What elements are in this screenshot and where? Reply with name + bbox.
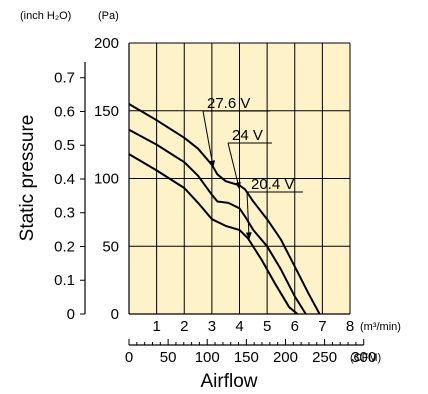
series-label-1: 24 V — [232, 127, 263, 144]
x-tick-cfm-250: 250 — [312, 349, 337, 366]
x-tick-m3min-1: 1 — [152, 318, 160, 335]
x-unit-cfm: (CFM) — [350, 352, 381, 364]
x-tick-cfm-200: 200 — [273, 349, 298, 366]
x-unit-m3min: (m³/min) — [360, 321, 401, 333]
y-tick-pa-200: 200 — [94, 35, 119, 52]
x-tick-cfm-50: 50 — [160, 349, 177, 366]
y-unit-pa: (Pa) — [98, 10, 119, 22]
y-tick-inch-0.2: 0.2 — [54, 238, 75, 255]
series-label-arrow-0 — [209, 160, 215, 168]
y-tick-inch-0.1: 0.1 — [54, 272, 75, 289]
x-tick-cfm-150: 150 — [234, 349, 259, 366]
x-tick-cfm-300: 300 — [351, 349, 376, 366]
y-tick-pa-0: 0 — [111, 306, 119, 323]
y-tick-inch-0.7: 0.7 — [54, 70, 75, 87]
x-tick-m3min-5: 5 — [263, 318, 271, 335]
x-tick-m3min-4: 4 — [235, 318, 243, 335]
x-tick-m3min-8: 8 — [346, 318, 354, 335]
series-label-2: 20.4 V — [251, 176, 294, 193]
series-line-2 — [128, 153, 299, 315]
x-tick-m3min-6: 6 — [291, 318, 299, 335]
x-tick-cfm-100: 100 — [195, 349, 220, 366]
tick-labels: 0 50 100 150 200 0 0.1 0.2 0.3 0.4 0.5 0.6 0.7 1 2 3 4 5 6… — [54, 35, 376, 366]
x-tick-m3min-3: 3 — [208, 318, 216, 335]
y-tick-inch-0.4: 0.4 — [54, 171, 75, 188]
series-label-leader-1 — [227, 142, 240, 190]
y-tick-pa-50: 50 — [102, 238, 119, 255]
x-tick-cfm-0: 0 — [125, 349, 133, 366]
series-label-0: 27.6 V — [207, 95, 250, 112]
series-line-1 — [128, 128, 307, 315]
y-tick-pa-100: 100 — [94, 171, 119, 188]
x-tick-m3min-7: 7 — [318, 318, 326, 335]
y-axis-title: Static pressure — [17, 115, 38, 242]
y-tick-inch-0.5: 0.5 — [54, 137, 75, 154]
y-tick-inch-0.3: 0.3 — [54, 205, 75, 222]
series-label-arrow-1 — [234, 181, 241, 190]
x-tick-m3min-2: 2 — [180, 318, 188, 335]
y-tick-inch-0: 0 — [67, 306, 75, 323]
series-labels: 27.6 V 24 V 20.4 V — [202, 95, 303, 240]
series-label-arrow-2 — [245, 232, 252, 240]
series-label-leader-0 — [202, 110, 214, 168]
y-tick-inch-0.6: 0.6 — [54, 103, 75, 120]
x-axis-title: Airflow — [200, 371, 257, 392]
y-unit-inch: (inch H₂O) — [20, 10, 71, 22]
series-label-leader-2 — [246, 191, 250, 240]
y-tick-pa-150: 150 — [94, 103, 119, 120]
